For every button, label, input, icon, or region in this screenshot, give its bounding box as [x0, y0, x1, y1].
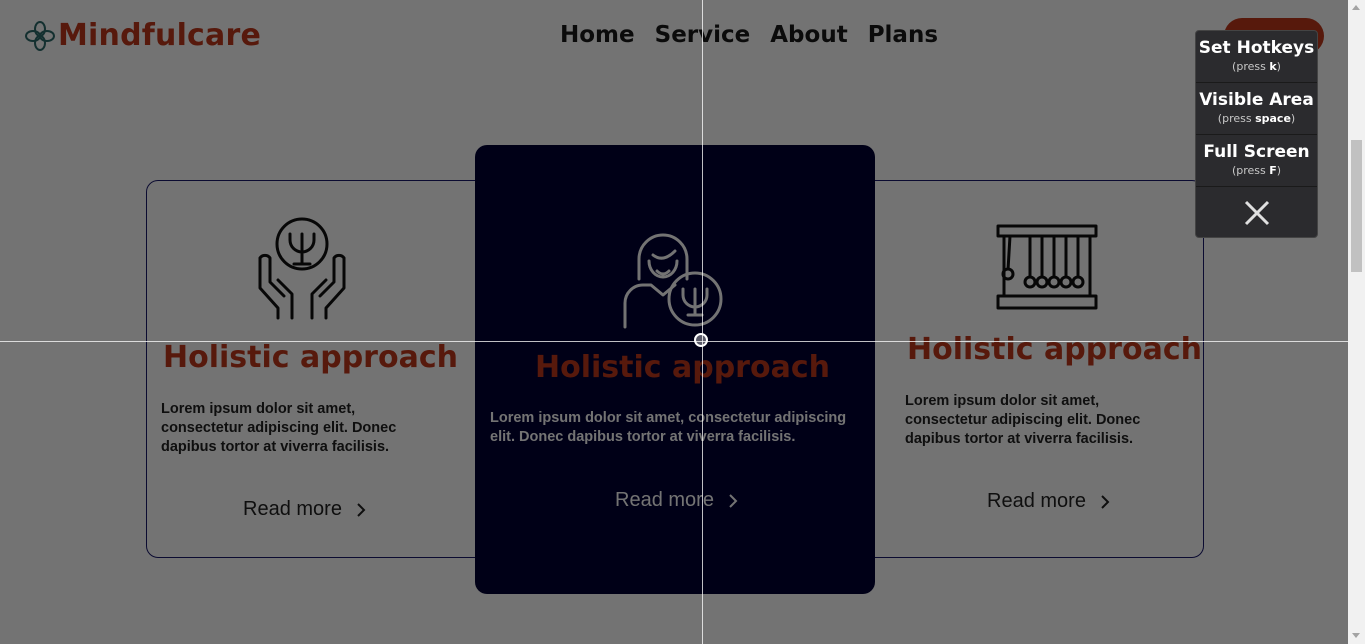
- psychology-hands-icon: [258, 217, 346, 320]
- service-card-2: Holistic approach Lorem ipsum dolor sit …: [475, 145, 875, 594]
- hotkey: space: [1255, 112, 1291, 125]
- menu-visible-area[interactable]: Visible Area (press space): [1196, 83, 1317, 135]
- card-description: Lorem ipsum dolor sit amet, consectetur …: [161, 401, 397, 455]
- card-title: Holistic approach: [163, 340, 458, 375]
- crosshair-horizontal-line: [0, 341, 1348, 342]
- scroll-down-arrow-icon[interactable]: [1352, 633, 1360, 638]
- menu-hint: (press space): [1217, 112, 1296, 125]
- crosshair-vertical-line: [702, 0, 703, 644]
- menu-set-hotkeys[interactable]: Set Hotkeys (press k): [1196, 31, 1317, 83]
- nav-about[interactable]: About: [770, 22, 848, 48]
- site-header: Mindfulcare Home Service About Plans: [0, 0, 1348, 76]
- menu-close-button[interactable]: [1196, 187, 1317, 237]
- read-more-label: Read more: [987, 490, 1086, 512]
- menu-hint: (press k): [1232, 60, 1281, 73]
- capture-menu: Set Hotkeys (press k) Visible Area (pres…: [1195, 30, 1318, 238]
- nav-home[interactable]: Home: [560, 22, 635, 48]
- scrollbar-thumb[interactable]: [1351, 140, 1362, 272]
- read-more-label: Read more: [243, 498, 342, 520]
- menu-label: Visible Area: [1199, 90, 1314, 110]
- close-icon: [1244, 200, 1269, 226]
- menu-label: Full Screen: [1203, 142, 1310, 162]
- nav-plans[interactable]: Plans: [867, 22, 939, 48]
- card-title: Holistic approach: [535, 350, 830, 385]
- read-more-link[interactable]: Read more: [987, 490, 1110, 513]
- menu-hint: (press F): [1231, 164, 1282, 177]
- menu-full-screen[interactable]: Full Screen (press F): [1196, 135, 1317, 187]
- crosshair-center-icon: [694, 333, 708, 347]
- chevron-right-icon: [729, 493, 738, 508]
- read-more-label: Read more: [615, 489, 714, 511]
- service-card-3: Holistic approach Lorem ipsum dolor sit …: [884, 180, 1204, 558]
- brand-name: Mindfulcare: [58, 18, 262, 53]
- chevron-right-icon: [1101, 494, 1110, 509]
- logo[interactable]: Mindfulcare: [24, 18, 261, 53]
- hotkey: F: [1269, 164, 1277, 177]
- newtons-cradle-icon: [996, 224, 1098, 310]
- card-title: Holistic approach: [907, 332, 1202, 367]
- menu-label: Set Hotkeys: [1198, 38, 1315, 58]
- read-more-link[interactable]: Read more: [243, 498, 366, 521]
- psychologist-woman-icon: [623, 233, 723, 329]
- scrollbar-track[interactable]: [1348, 0, 1365, 644]
- hotkey: k: [1269, 60, 1277, 73]
- logo-flower-icon: [25, 20, 55, 51]
- scroll-up-arrow-icon[interactable]: [1352, 5, 1360, 10]
- card-description: Lorem ipsum dolor sit amet, consectetur …: [490, 410, 847, 445]
- main-nav: Home Service About Plans: [560, 22, 938, 48]
- card-description: Lorem ipsum dolor sit amet, consectetur …: [905, 393, 1141, 447]
- read-more-link[interactable]: Read more: [615, 489, 738, 512]
- chevron-right-icon: [357, 502, 366, 517]
- service-card-1: Holistic approach Lorem ipsum dolor sit …: [146, 180, 466, 558]
